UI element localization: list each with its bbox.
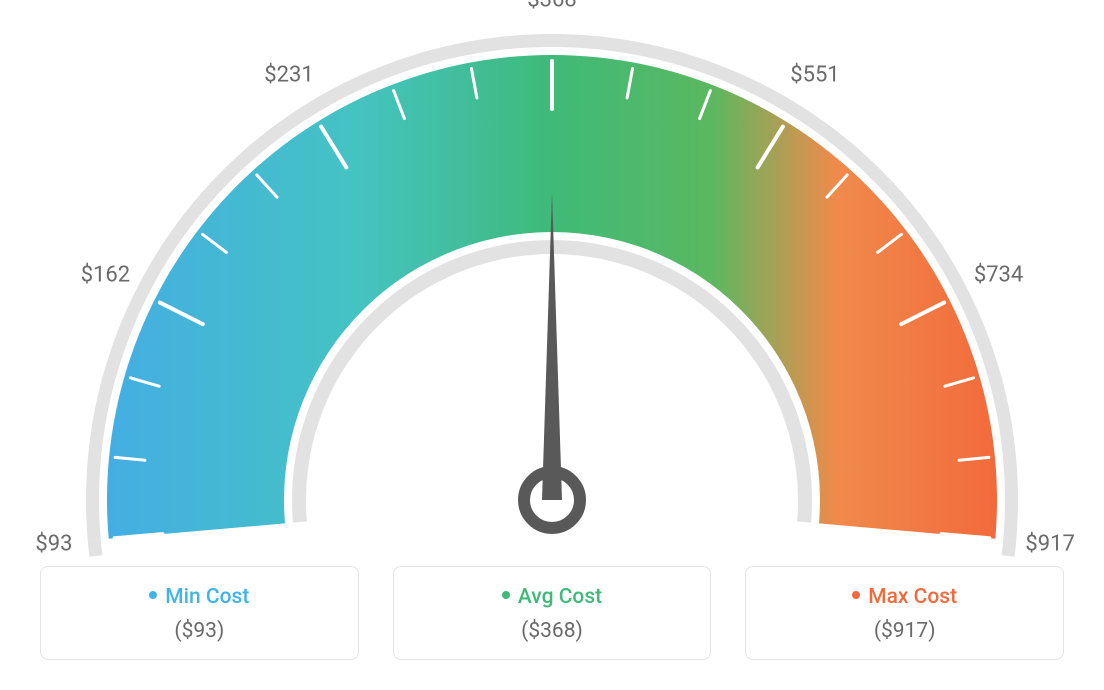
legend-title-min: Min Cost [51, 585, 348, 609]
legend-value-avg: ($368) [404, 619, 701, 643]
legend-value-min: ($93) [51, 619, 348, 643]
legend-label-max: Max Cost [868, 585, 957, 609]
gauge-tick-label: $734 [974, 263, 1023, 288]
gauge-tick-label: $93 [35, 531, 72, 556]
legend-value-max: ($917) [756, 619, 1053, 643]
legend-card-avg: Avg Cost ($368) [393, 566, 712, 660]
gauge: $93 $162 $231 $368 $551 $734 $917 [0, 0, 1104, 560]
legend-row: Min Cost ($93) Avg Cost ($368) Max Cost … [40, 566, 1064, 660]
gauge-tick-label: $368 [527, 0, 576, 13]
gauge-chart-container: $93 $162 $231 $368 $551 $734 $917 Min Cost ($9… [0, 0, 1104, 690]
legend-title-avg: Avg Cost [404, 585, 701, 609]
legend-label-avg: Avg Cost [518, 585, 602, 609]
dot-icon [149, 591, 157, 599]
legend-card-min: Min Cost ($93) [40, 566, 359, 660]
gauge-tick-label: $917 [1025, 531, 1074, 556]
gauge-tick-label: $551 [790, 62, 839, 87]
gauge-tick-label: $162 [81, 263, 130, 288]
dot-icon [502, 591, 510, 599]
dot-icon [852, 591, 860, 599]
legend-title-max: Max Cost [756, 585, 1053, 609]
legend-label-min: Min Cost [165, 585, 249, 609]
legend-card-max: Max Cost ($917) [745, 566, 1064, 660]
gauge-tick-label: $231 [264, 62, 313, 87]
